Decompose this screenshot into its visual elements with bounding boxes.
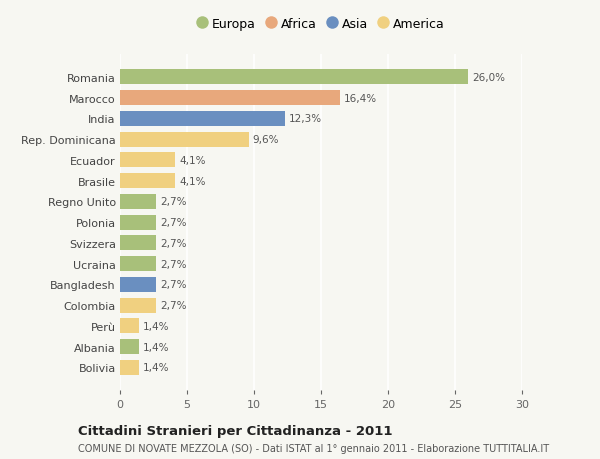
Text: 2,7%: 2,7%	[160, 280, 187, 290]
Bar	[120, 215, 156, 230]
Legend: Europa, Africa, Asia, America: Europa, Africa, Asia, America	[193, 14, 449, 35]
Text: 2,7%: 2,7%	[160, 238, 187, 248]
Bar	[120, 91, 340, 106]
Text: 1,4%: 1,4%	[143, 321, 169, 331]
Bar	[120, 277, 156, 292]
Bar	[120, 236, 156, 251]
Bar	[120, 132, 248, 147]
Text: 2,7%: 2,7%	[160, 300, 187, 310]
Text: 2,7%: 2,7%	[160, 218, 187, 228]
Bar	[120, 360, 139, 375]
Text: 2,7%: 2,7%	[160, 197, 187, 207]
Text: Cittadini Stranieri per Cittadinanza - 2011: Cittadini Stranieri per Cittadinanza - 2…	[78, 424, 392, 437]
Bar	[120, 298, 156, 313]
Bar	[120, 174, 175, 189]
Bar	[120, 195, 156, 209]
Bar	[120, 153, 175, 168]
Text: 4,1%: 4,1%	[179, 176, 205, 186]
Bar	[120, 70, 469, 85]
Bar	[120, 112, 285, 127]
Text: COMUNE DI NOVATE MEZZOLA (SO) - Dati ISTAT al 1° gennaio 2011 - Elaborazione TUT: COMUNE DI NOVATE MEZZOLA (SO) - Dati IST…	[78, 443, 549, 453]
Text: 12,3%: 12,3%	[289, 114, 322, 124]
Bar	[120, 257, 156, 271]
Text: 16,4%: 16,4%	[344, 94, 377, 103]
Text: 2,7%: 2,7%	[160, 259, 187, 269]
Text: 1,4%: 1,4%	[143, 342, 169, 352]
Text: 4,1%: 4,1%	[179, 156, 205, 166]
Text: 9,6%: 9,6%	[253, 135, 279, 145]
Text: 26,0%: 26,0%	[472, 73, 505, 83]
Text: 1,4%: 1,4%	[143, 363, 169, 372]
Bar	[120, 339, 139, 354]
Bar	[120, 319, 139, 334]
